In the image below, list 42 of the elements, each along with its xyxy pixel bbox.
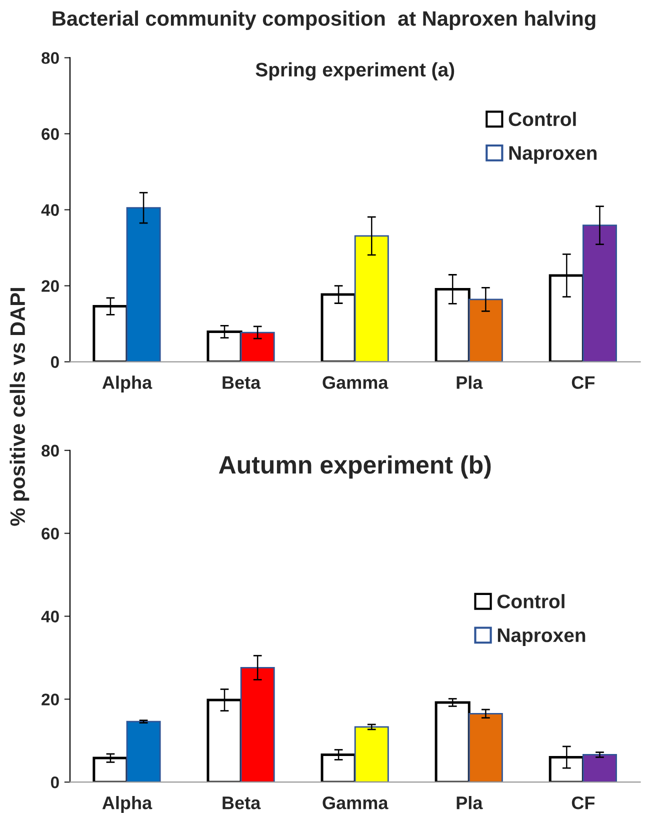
y-tick-label: 0 [50, 776, 59, 788]
x-tick-label: Beta [222, 376, 261, 389]
legend-label: Control [497, 594, 564, 608]
x-tick-label: Alpha [102, 376, 152, 393]
bar [240, 666, 275, 782]
bar [240, 332, 275, 362]
bar [320, 753, 356, 782]
legend-label: Naproxen [498, 628, 586, 646]
bar [468, 712, 503, 782]
y-tick-label: 60 [42, 528, 59, 540]
x-tick-label: Alpha [102, 796, 152, 813]
bar [126, 720, 161, 782]
y-axis-title: % positive cells vs DAPI [10, 288, 30, 526]
legend-label: Naproxen [509, 146, 597, 164]
x-tick-label: Gamma [322, 796, 388, 810]
bar [206, 330, 242, 362]
bar [126, 207, 161, 362]
x-tick-label: Beta [222, 796, 261, 810]
bar [582, 224, 617, 362]
x-tick-label: Pla [456, 376, 483, 389]
bar [354, 726, 389, 782]
x-tick-label: CF [572, 376, 595, 389]
bar [92, 756, 128, 782]
legend-label: Control [508, 112, 576, 126]
chart-title: Autumn experiment (b) [218, 455, 491, 479]
y-tick-label: 40 [41, 204, 59, 216]
bar [468, 298, 503, 362]
y-tick-label: 0 [50, 356, 59, 368]
x-tick-label: CF [572, 796, 595, 810]
x-tick-label: Gamma [322, 376, 388, 389]
chart-title: Bacterial community composition at Naproxen halving [52, 10, 596, 30]
y-tick-label: 80 [42, 52, 59, 64]
y-tick-label: 80 [42, 444, 59, 457]
y-tick-label: 60 [42, 128, 59, 140]
y-tick-label: 20 [42, 694, 59, 706]
chart-subtitle: Spring experiment (a) [256, 62, 454, 80]
bar [582, 754, 617, 782]
x-tick-label: Pla [456, 796, 483, 810]
y-tick-label: 20 [42, 280, 59, 292]
bar [354, 235, 389, 362]
bar [434, 701, 470, 782]
y-tick-label: 40 [41, 610, 59, 622]
